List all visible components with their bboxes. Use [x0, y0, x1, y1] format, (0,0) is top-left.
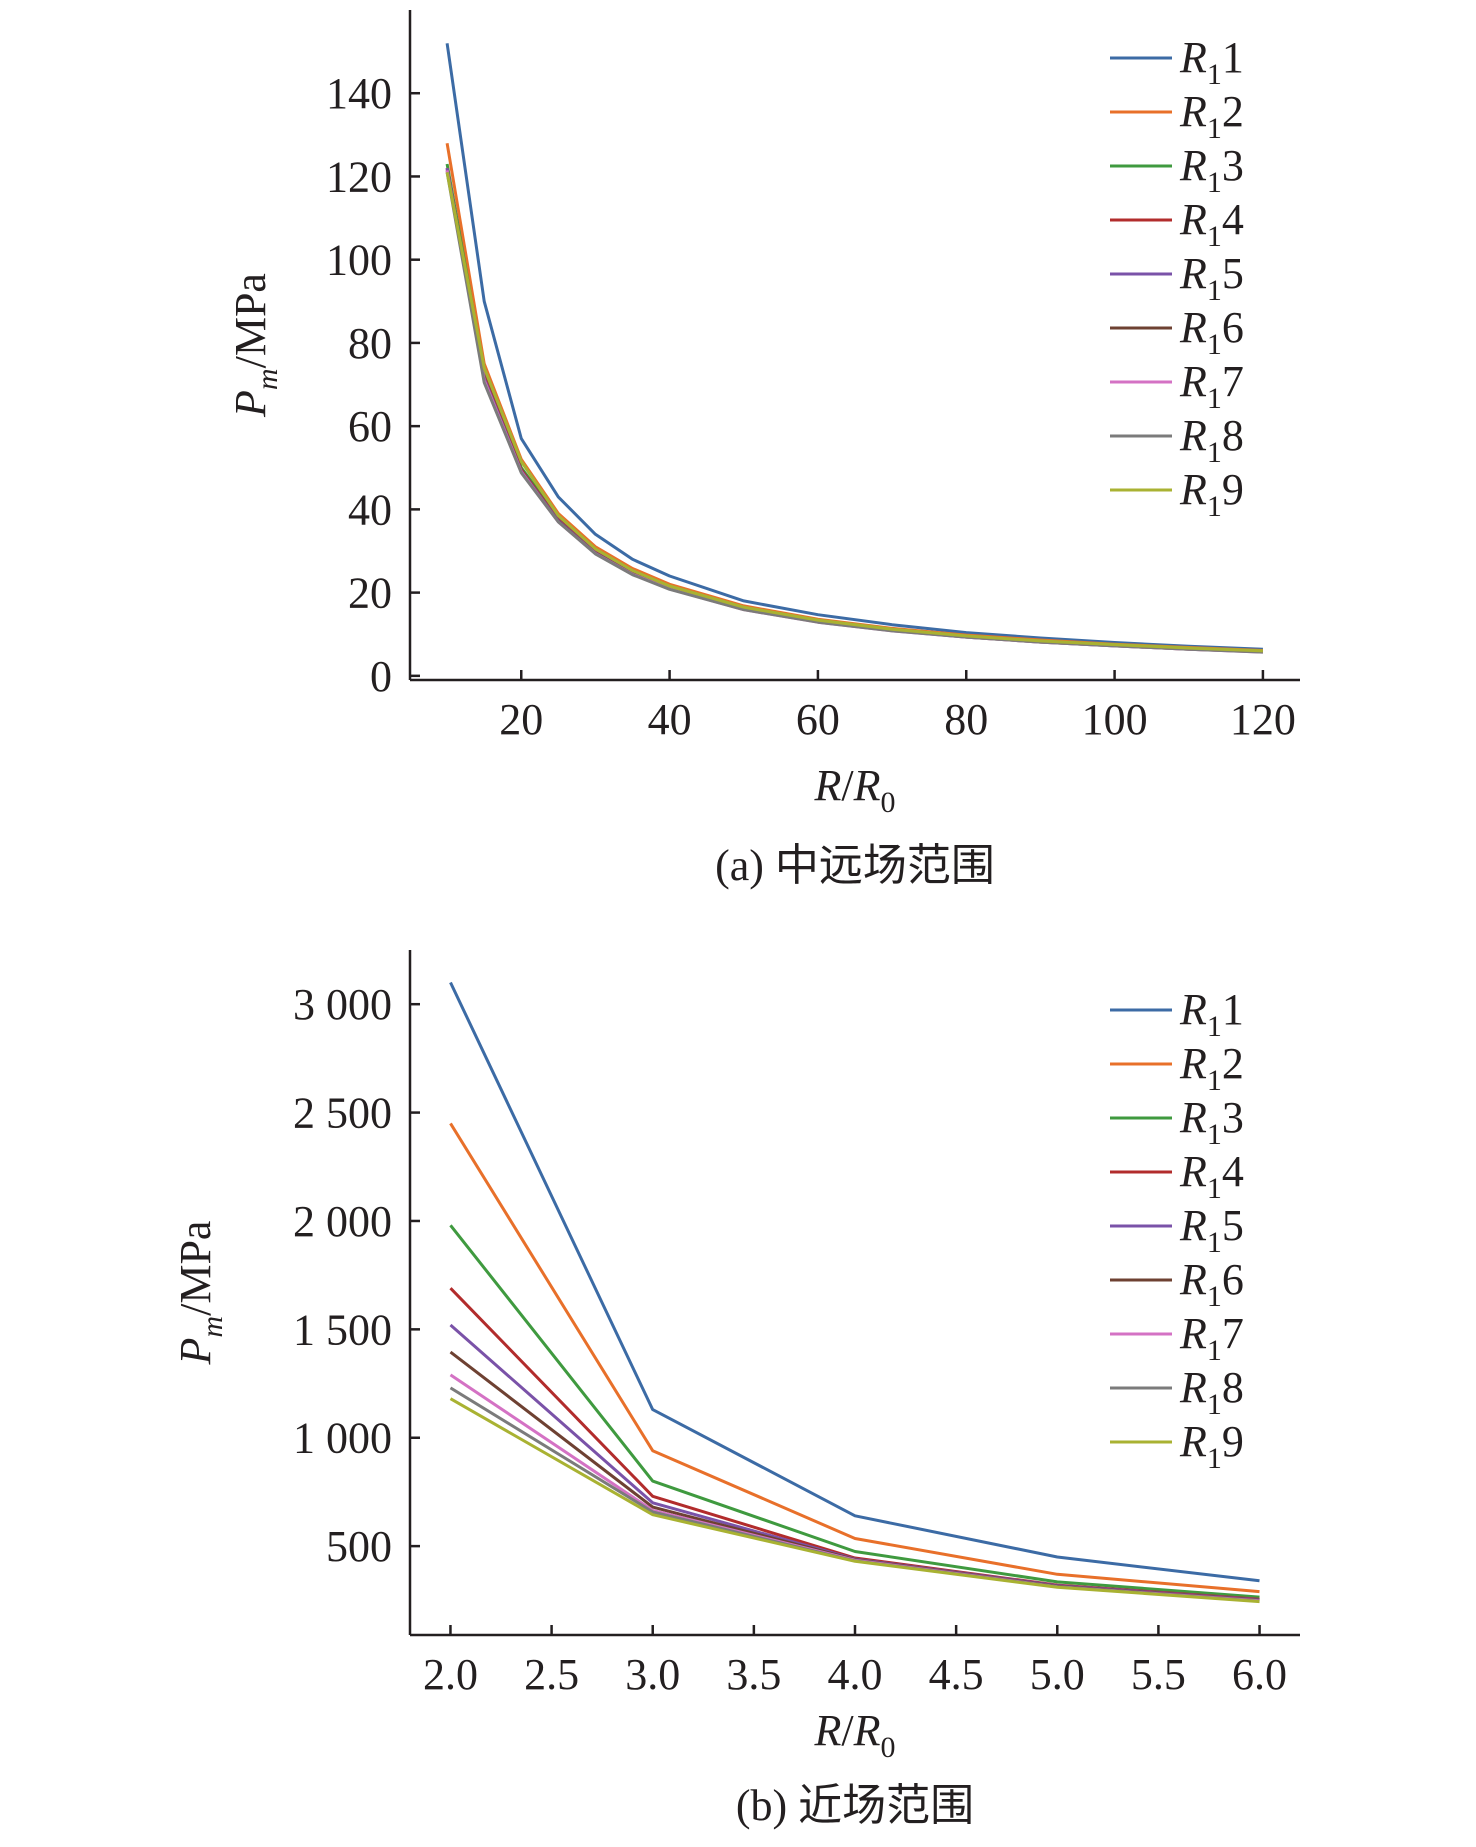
legend-entry-r9: R19 [1179, 1417, 1244, 1475]
y-axis-label: Pm/MPa [171, 1221, 229, 1366]
series-line-r2 [449, 1122, 1260, 1594]
legend-entry-r2: R12 [1179, 1039, 1244, 1097]
series-line-r3 [445, 163, 1263, 653]
x-axis-label: R/R0 [813, 1706, 895, 1764]
x-tick-label: 3.0 [625, 1650, 680, 1699]
x-tick-label: 5.5 [1131, 1650, 1186, 1699]
y-tick-label: 0 [370, 652, 392, 701]
series-line-r3 [449, 1224, 1260, 1599]
series-line-r1 [445, 43, 1263, 651]
y-tick-label: 100 [326, 236, 392, 285]
chart-caption: (b) 近场范围 [736, 1781, 974, 1830]
x-tick-label: 80 [944, 695, 988, 744]
y-tick-label: 1 500 [293, 1305, 392, 1354]
y-tick-label: 1 000 [293, 1414, 392, 1463]
legend-entry-r2: R12 [1179, 87, 1244, 145]
series-line-r6 [445, 169, 1263, 654]
y-tick-label: 60 [348, 402, 392, 451]
y-tick-label: 2 000 [293, 1197, 392, 1246]
x-tick-label: 40 [648, 695, 692, 744]
y-tick-label: 120 [326, 152, 392, 201]
y-tick-label: 40 [348, 485, 392, 534]
x-tick-label: 3.5 [726, 1650, 781, 1699]
legend-entry-r5: R15 [1179, 1201, 1244, 1259]
chart-near-field: 500 1 000 1 500 2 000 2 500 3 000 2.0 2.5 3.0 3.5… [171, 950, 1300, 1830]
y-tick-label: 80 [348, 319, 392, 368]
x-tick-label: 4.5 [929, 1650, 984, 1699]
series-line-r4 [445, 167, 1263, 654]
legend-entry-r6: R16 [1179, 1255, 1244, 1313]
x-tick-label: 6.0 [1232, 1650, 1287, 1699]
legend-entry-r3: R13 [1179, 1093, 1244, 1151]
series-line-r9 [449, 1397, 1260, 1604]
x-tick-label: 60 [796, 695, 840, 744]
series-line-r9 [445, 172, 1263, 653]
legend-entry-r6: R16 [1179, 303, 1244, 361]
y-tick-label: 20 [348, 569, 392, 618]
x-tick-label: 100 [1082, 695, 1148, 744]
x-tick-label: 5.0 [1030, 1650, 1085, 1699]
x-tick-label: 2.5 [524, 1650, 579, 1699]
x-axis-label: R/R0 [813, 761, 895, 819]
legend-entry-r5: R15 [1179, 249, 1244, 307]
legend-entry-r1: R11 [1179, 985, 1244, 1043]
legend-entry-r7: R17 [1179, 357, 1244, 415]
legend-entry-r9: R19 [1179, 465, 1244, 523]
y-tick-label: 140 [326, 69, 392, 118]
legend-entry-r1: R11 [1179, 33, 1244, 91]
legend-entry-r7: R17 [1179, 1309, 1244, 1367]
legend-entry-r4: R14 [1179, 1147, 1244, 1205]
series-line-r5 [445, 167, 1263, 654]
y-tick-label: 500 [326, 1522, 392, 1571]
x-tick-label: 120 [1230, 695, 1296, 744]
chart-caption: (a) 中远场范围 [715, 841, 995, 890]
legend-entry-r8: R18 [1179, 1363, 1244, 1421]
y-tick-label: 2 500 [293, 1089, 392, 1138]
x-tick-label: 20 [499, 695, 543, 744]
x-tick-label: 2.0 [423, 1650, 478, 1699]
legend-entry-r3: R13 [1179, 141, 1244, 199]
x-tick-label: 4.0 [828, 1650, 883, 1699]
y-tick-label: 3 000 [293, 980, 392, 1029]
legend-entry-r8: R18 [1179, 411, 1244, 469]
y-axis-label: Pm/MPa [226, 273, 284, 418]
series-line-r1 [449, 981, 1260, 1583]
series-line-r7 [445, 169, 1263, 654]
series-line-r8 [449, 1386, 1260, 1603]
legend-entry-r4: R14 [1179, 195, 1244, 253]
series-line-r8 [445, 172, 1263, 654]
